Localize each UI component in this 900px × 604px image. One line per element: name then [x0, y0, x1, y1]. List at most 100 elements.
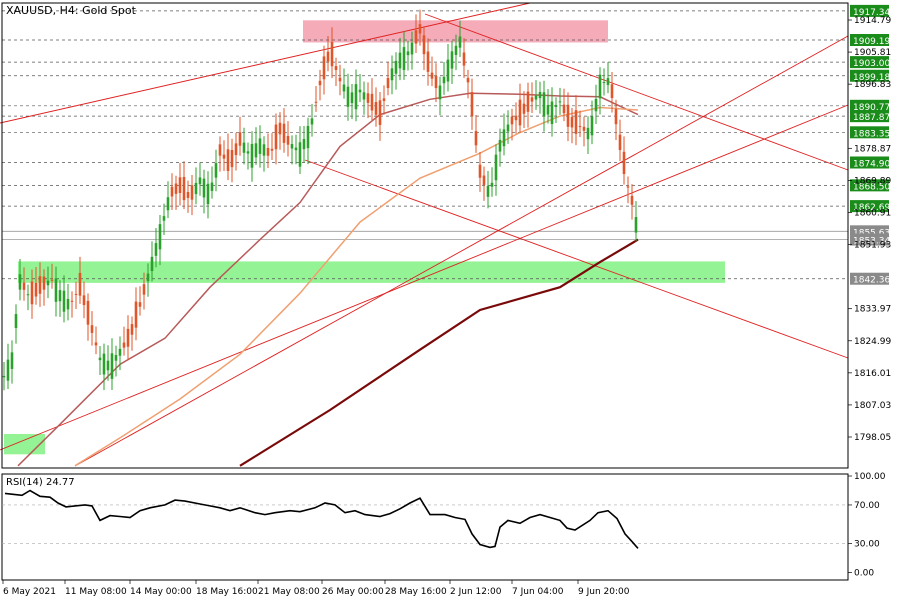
candle — [70, 291, 74, 318]
candle — [166, 181, 170, 219]
candle — [614, 99, 618, 141]
candle-body — [34, 282, 38, 297]
price-level-box — [850, 4, 889, 17]
candle — [50, 263, 54, 289]
candle — [426, 38, 430, 86]
candle — [306, 117, 310, 165]
candle-body — [150, 256, 154, 272]
candle — [214, 149, 218, 192]
candle-body — [462, 52, 466, 66]
candle-body — [610, 84, 614, 98]
candle-body — [334, 66, 338, 71]
candle-body — [374, 101, 378, 115]
candle-body — [50, 279, 54, 281]
candle-body — [614, 109, 618, 125]
candle — [314, 86, 318, 112]
candle — [450, 40, 454, 85]
candle-body — [162, 216, 166, 221]
candle-body — [634, 217, 638, 233]
candle-body — [450, 51, 454, 69]
candle — [382, 85, 386, 115]
candle — [462, 38, 466, 78]
candle — [534, 80, 538, 110]
candle-body — [226, 149, 230, 171]
candle — [578, 110, 582, 138]
candle — [230, 138, 234, 183]
candle — [410, 31, 414, 70]
candle-body — [330, 41, 334, 67]
candle-body — [246, 151, 250, 154]
candle-body — [506, 124, 510, 132]
price-level-label: 1890.77 — [850, 99, 890, 113]
candle — [242, 127, 246, 165]
candle — [154, 228, 158, 268]
candle-body — [250, 143, 254, 168]
candle — [202, 169, 206, 214]
candle — [194, 167, 198, 205]
candle-body — [158, 224, 162, 250]
candle-body — [558, 101, 562, 103]
candle-body — [422, 35, 426, 55]
candle — [102, 343, 106, 391]
candle — [486, 170, 490, 209]
candle — [54, 266, 58, 317]
candle-body — [10, 352, 14, 369]
candle-body — [366, 93, 370, 103]
candle-body — [542, 92, 546, 117]
candle — [350, 83, 354, 120]
candle — [402, 31, 406, 80]
candle-body — [398, 52, 402, 69]
candle — [18, 258, 22, 301]
candle-body — [338, 77, 342, 82]
price-tick-label: 1914.79 — [854, 16, 891, 26]
candle — [62, 275, 66, 323]
candle — [526, 82, 530, 128]
candle — [294, 134, 298, 165]
candle-body — [602, 82, 606, 84]
candle — [174, 175, 178, 210]
candle-body — [406, 51, 410, 56]
candle-body — [586, 127, 590, 140]
candle — [606, 62, 610, 94]
candle — [434, 63, 438, 103]
candle-body — [102, 353, 106, 375]
candle-body — [186, 192, 190, 198]
candle-body — [566, 104, 570, 127]
time-tick-label: 9 Jun 20:00 — [578, 587, 630, 597]
candle-body — [214, 163, 218, 178]
candle — [354, 69, 358, 122]
candle-body — [42, 276, 46, 290]
candle-body — [622, 151, 626, 175]
price-level-text: 1890.77 — [853, 103, 890, 113]
candle-body — [350, 92, 354, 104]
candle — [598, 67, 602, 115]
candle — [430, 56, 434, 87]
candle-body — [514, 115, 518, 121]
candle-body — [266, 147, 270, 156]
candle — [254, 127, 258, 165]
candle — [546, 89, 550, 124]
candle-body — [378, 100, 382, 125]
price-level-text: 1862.69 — [853, 203, 890, 213]
price-tick-label: 1807.03 — [854, 401, 891, 411]
candle-body — [486, 185, 490, 197]
price-level-box — [850, 99, 889, 112]
candle — [298, 126, 302, 175]
candle-body — [474, 131, 478, 146]
candle-body — [370, 93, 374, 111]
candle — [278, 112, 282, 150]
moving-average-3 — [74, 106, 639, 467]
candle — [190, 174, 194, 216]
candle-body — [302, 139, 306, 150]
candle-body — [434, 75, 438, 89]
candle-body — [74, 293, 78, 295]
candle-body — [390, 68, 394, 81]
candle-body — [354, 84, 358, 110]
candle — [506, 110, 510, 144]
price-tick-label: 1824.99 — [854, 337, 891, 347]
candle — [274, 113, 278, 165]
rsi-label: RSI(14) 24.77 — [6, 477, 75, 488]
candle-body — [626, 186, 630, 188]
price-tick-label: 1833.97 — [854, 305, 891, 315]
